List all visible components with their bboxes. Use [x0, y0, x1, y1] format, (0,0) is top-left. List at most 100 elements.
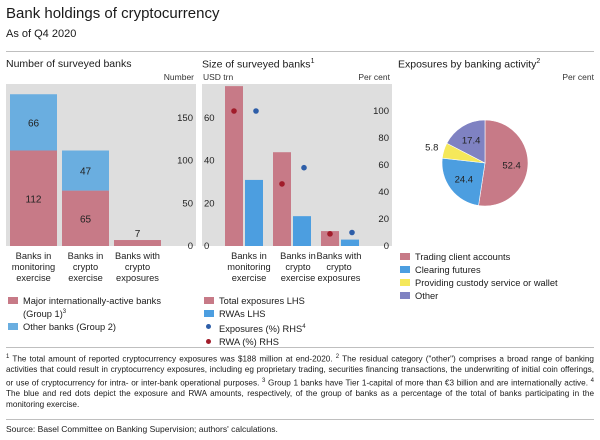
legend-swatch-custody — [400, 279, 410, 286]
panel1-bar-group2 — [10, 94, 57, 151]
legend-item-rwa-pct: RWA (%) RHS — [204, 337, 394, 348]
note1: The total amount of reported cryptocurre… — [9, 354, 336, 364]
legend-item-other: Other — [400, 291, 596, 302]
panel2-right-tick: 20 — [378, 214, 389, 225]
panel1-title: Number of surveyed banks — [6, 58, 131, 70]
panel1-x-tick: crypto — [125, 262, 150, 272]
panel2-dot-exposures — [253, 108, 259, 114]
panel3-unit-label: Per cent — [562, 72, 594, 82]
panel1-data-label: 47 — [80, 167, 92, 178]
panel2-right-unit: Per cent — [358, 72, 390, 82]
panel2-x-tick: crypto — [285, 262, 310, 272]
legend-item-group2: Other banks (Group 2) — [8, 322, 198, 333]
panel2-dot-exposures — [349, 229, 355, 236]
pie-label-other: 17.4 — [462, 136, 481, 147]
panel2-bar-total — [225, 86, 243, 246]
legend-item-rwa: RWAs LHS — [204, 309, 394, 320]
legend-label-exp-pct: Exposures (%) RHS — [219, 324, 303, 335]
panel2-dot-rwa — [279, 181, 285, 187]
panel1-x-tick: Banks in — [68, 251, 104, 261]
legend-label-clearing: Clearing futures — [415, 265, 481, 275]
note3-mark: 3 — [262, 377, 266, 384]
legend-label-other: Other — [415, 291, 439, 301]
pie-slice-trading — [478, 119, 529, 207]
panel1-bar-group1 — [10, 150, 57, 246]
panel2-bar-rwa — [245, 179, 263, 246]
legend-item-clearing: Clearing futures — [400, 265, 596, 276]
legend-dot-exp-pct — [206, 324, 211, 329]
legend-label-group1: Major internationally-active banks — [23, 296, 161, 306]
panel2-x-tick: exposures — [318, 273, 361, 283]
note4-mark: 4 — [590, 377, 594, 384]
panel1-bar-group2 — [62, 150, 109, 191]
panel2-bar-total — [321, 231, 339, 246]
panel2-x-tick: Banks in — [280, 251, 316, 261]
panel2-left-tick: 40 — [204, 156, 215, 167]
panel1-data-label: 112 — [26, 194, 42, 205]
panel2-x-tick: Banks with — [317, 251, 362, 261]
legend-exp-pct-note: 4 — [302, 324, 306, 330]
panel1-y-tick: 0 — [188, 241, 193, 252]
pie-slice-clearing — [441, 157, 486, 206]
panel2-bar-total — [273, 152, 291, 246]
panel1-unit-label: Number — [164, 72, 194, 82]
top-divider — [6, 51, 594, 52]
pie-slice-other — [446, 119, 486, 164]
legend-label-custody: Providing custody service or wallet — [415, 278, 558, 288]
panel2-left-tick: 60 — [204, 113, 215, 124]
panel2-dot-exposures — [301, 164, 307, 171]
panel2-x-tick: crypto — [326, 262, 351, 272]
panel2-x-tick: exercise — [281, 273, 316, 283]
legend-item-custody: Providing custody service or wallet — [400, 278, 596, 289]
legend-panel3: Trading client accounts Clearing futures… — [400, 252, 596, 304]
legend-swatch-other — [400, 292, 410, 299]
panel2-x-tick: Banks in — [231, 251, 267, 261]
legend-label-group2: Other banks (Group 2) — [23, 322, 117, 333]
legend-label-trading: Trading client accounts — [415, 252, 511, 262]
panel1-x-tick: crypto — [73, 262, 98, 272]
panel1-x-tick: exposures — [116, 273, 159, 283]
note4: The blue and red dots depict the exposur… — [6, 389, 594, 409]
panel1-bar-group1 — [62, 190, 109, 246]
panel1-total-label: 7 — [135, 229, 141, 240]
legend-swatch-rwa — [204, 310, 214, 317]
legend-dot-rwa-pct — [206, 339, 211, 345]
note2: The residual category ("other") comprise… — [6, 354, 594, 388]
panel3-title-text: Exposures by banking activity — [398, 58, 537, 71]
chart-title: Bank holdings of cryptocurrency — [6, 5, 220, 22]
pie-label-custody: 5.8 — [425, 142, 438, 153]
panel1-y-tick: 100 — [177, 156, 193, 167]
note3: Group 1 banks have Tier 1-capital of mor… — [265, 378, 591, 388]
panel1-x-tick: monitoring — [12, 262, 55, 272]
footnotes: 1 The total amount of reported cryptocur… — [6, 352, 594, 410]
pie-label-clearing: 24.4 — [455, 175, 474, 186]
legend-swatch-group1 — [8, 297, 18, 304]
panel1-y-tick: 150 — [177, 113, 193, 124]
panel1-y-tick: 50 — [182, 198, 193, 209]
panel2-x-tick: monitoring — [227, 262, 270, 272]
panel2-x-tick: exercise — [232, 273, 267, 283]
panel3-title: Exposures by banking activity2 — [398, 58, 540, 71]
legend-swatch-total — [204, 297, 214, 304]
panel1-data-label: 65 — [80, 214, 92, 225]
panel1-data-label: 66 — [28, 118, 40, 129]
legend-item-group1: Major internationally-active banks (Grou… — [8, 296, 198, 320]
panel1-x-tick: exercise — [68, 273, 103, 283]
legend-panel2: Total exposures LHS RWAs LHS Exposures (… — [204, 296, 394, 350]
panel2-dot-rwa — [231, 108, 237, 114]
source-line: Source: Basel Committee on Banking Super… — [6, 424, 278, 434]
legend-swatch-trading — [400, 253, 410, 260]
panel2-right-tick: 0 — [384, 241, 389, 252]
legend-item-exp-pct: Exposures (%) RHS4 — [204, 322, 394, 335]
legend-swatch-clearing — [400, 266, 410, 273]
panel2-right-tick: 80 — [378, 133, 389, 144]
legend-label-group1-line2: (Group 1) — [23, 309, 63, 320]
panel2-left-tick: 20 — [204, 198, 215, 209]
source-divider — [6, 419, 594, 420]
note1-mark: 1 — [6, 354, 10, 360]
legend-swatch-group2 — [8, 323, 18, 331]
note2-mark: 2 — [335, 354, 340, 360]
pie-label-trading: 52.4 — [502, 161, 521, 172]
panel2-title: Size of surveyed banks1 — [202, 58, 314, 71]
legend-item-trading: Trading client accounts — [400, 252, 596, 263]
